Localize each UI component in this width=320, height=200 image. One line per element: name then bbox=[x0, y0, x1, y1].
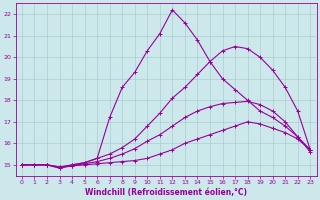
X-axis label: Windchill (Refroidissement éolien,°C): Windchill (Refroidissement éolien,°C) bbox=[85, 188, 247, 197]
